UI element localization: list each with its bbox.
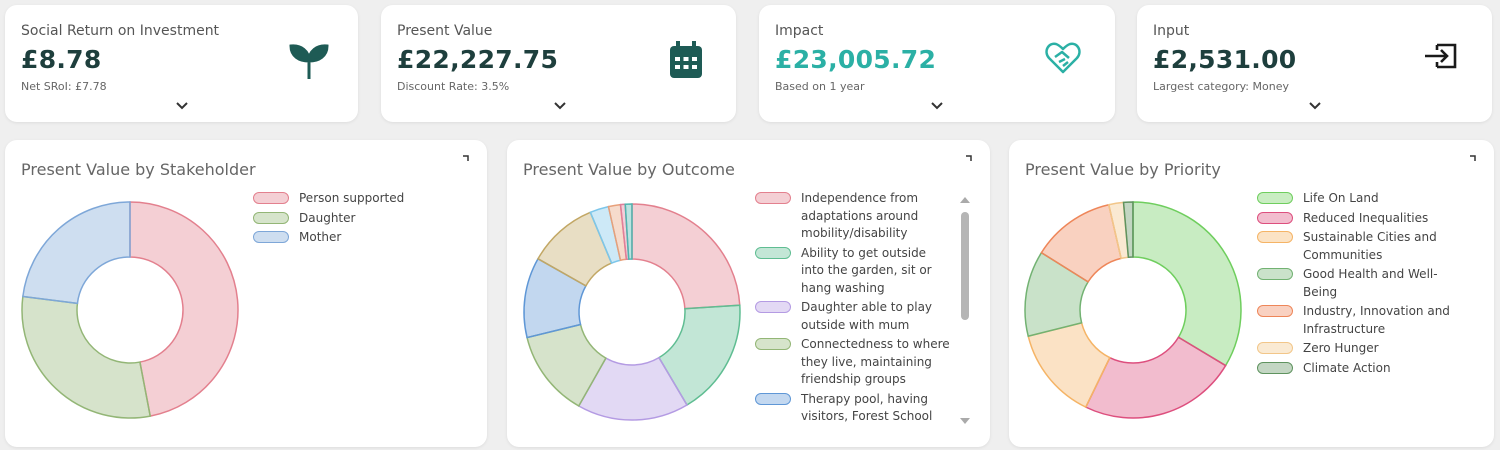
legend-swatch <box>755 338 791 350</box>
legend-label: Reduced Inequalities <box>1303 210 1429 225</box>
kpi-card[interactable]: Present Value £22,227.75 Discount Rate: … <box>381 5 736 122</box>
expand-chevron[interactable] <box>930 101 944 111</box>
donut-slice[interactable] <box>22 201 131 305</box>
donut-chart <box>1024 201 1242 419</box>
legend-swatch <box>755 392 791 405</box>
expand-icon[interactable] <box>1468 154 1478 164</box>
chart-panel: Present Value by Stakeholder Person supp… <box>5 140 487 447</box>
legend-item[interactable]: Independence from adaptations around mob… <box>755 190 950 243</box>
card-title: Social Return on Investment <box>21 23 220 39</box>
legend-label: Daughter able to play outside with mum <box>801 300 933 332</box>
card-subtitle: Largest category: Money <box>1153 80 1289 93</box>
legend-item[interactable]: Daughter <box>253 210 458 228</box>
legend-swatch <box>1257 305 1293 317</box>
legend-item[interactable]: Therapy pool, having visitors, Forest Sc… <box>755 391 950 426</box>
card-subtitle: Based on 1 year <box>775 80 865 93</box>
legend-swatch <box>1257 268 1293 280</box>
legend: Person supported Daughter Mother <box>253 190 458 430</box>
legend: Independence from adaptations around mob… <box>755 190 950 430</box>
expand-chevron[interactable] <box>553 101 567 111</box>
legend-swatch <box>1257 231 1293 243</box>
card-title: Present Value <box>397 23 493 39</box>
kpi-card[interactable]: Social Return on Investment £8.78 Net SR… <box>5 5 358 122</box>
legend-label: Daughter <box>299 210 356 225</box>
expand-chevron[interactable] <box>175 101 189 111</box>
legend-swatch <box>755 246 791 259</box>
donut-slice[interactable] <box>21 295 152 419</box>
donut-chart <box>21 201 239 419</box>
legend-swatch <box>1257 192 1293 204</box>
card-subtitle: Net SRoI: £7.78 <box>21 80 107 93</box>
legend-item[interactable]: Ability to get outside into the garden, … <box>755 245 950 298</box>
donut-slice[interactable] <box>1084 336 1227 419</box>
legend-label: Person supported <box>299 191 405 205</box>
legend-swatch <box>1257 361 1293 374</box>
expand-icon[interactable] <box>964 154 974 164</box>
legend-item[interactable]: Zero Hunger <box>1257 340 1462 358</box>
donut-chart <box>523 203 741 421</box>
legend-label: Ability to get outside into the garden, … <box>801 245 932 295</box>
legend-swatch <box>755 192 791 204</box>
legend-item[interactable]: Good Health and Well-Being <box>1257 266 1462 301</box>
legend-label: Connectedness to where they live, mainta… <box>801 337 950 386</box>
legend-item[interactable]: Industry, Innovation and Infrastructure <box>1257 303 1462 338</box>
expand-icon[interactable] <box>461 154 471 164</box>
card-value: £22,227.75 <box>397 45 559 74</box>
calendar-icon <box>670 41 702 78</box>
donut-slice[interactable] <box>1122 201 1134 259</box>
chart-title: Present Value by Stakeholder <box>21 160 256 179</box>
legend-swatch <box>253 231 289 243</box>
legend-item[interactable]: Climate Action <box>1257 360 1462 378</box>
card-title: Impact <box>775 23 824 39</box>
legend-swatch <box>253 211 289 224</box>
heart-icon <box>1045 42 1081 74</box>
expand-chevron[interactable] <box>1308 101 1322 111</box>
legend-item[interactable]: Sustainable Cities and Communities <box>1257 229 1462 264</box>
legend-label: Zero Hunger <box>1303 341 1379 355</box>
legend: Life On Land Reduced Inequalities Sustaina… <box>1257 190 1462 430</box>
legend-swatch <box>755 301 791 313</box>
legend-item[interactable]: Life On Land <box>1257 190 1462 208</box>
kpi-card[interactable]: Impact £23,005.72 Based on 1 year <box>759 5 1115 122</box>
card-subtitle: Discount Rate: 3.5% <box>397 80 510 93</box>
sprout-icon <box>289 44 329 79</box>
input-icon <box>1425 43 1457 69</box>
legend-label: Good Health and Well-Being <box>1303 267 1438 299</box>
legend-item[interactable]: Reduced Inequalities <box>1257 210 1462 228</box>
chart-panel: Present Value by Outcome Independence fr… <box>507 140 990 447</box>
card-value: £8.78 <box>21 45 102 74</box>
card-value: £23,005.72 <box>775 45 937 74</box>
legend-item[interactable]: Mother <box>253 229 458 247</box>
legend-label: Industry, Innovation and Infrastructure <box>1303 304 1450 336</box>
legend-label: Mother <box>299 230 342 244</box>
legend-swatch <box>1257 211 1293 224</box>
donut-slice[interactable] <box>624 203 633 260</box>
legend-item[interactable]: Person supported <box>253 190 458 208</box>
legend-swatch <box>253 192 289 204</box>
legend-label: Sustainable Cities and Communities <box>1303 230 1437 262</box>
legend-item[interactable]: Connectedness to where they live, mainta… <box>755 336 950 389</box>
chart-title: Present Value by Priority <box>1025 160 1221 179</box>
legend-scrollbar[interactable] <box>958 194 972 428</box>
legend-label: Life On Land <box>1303 191 1379 205</box>
donut-slice[interactable] <box>129 201 239 417</box>
legend-label: Climate Action <box>1303 360 1391 375</box>
chart-title: Present Value by Outcome <box>523 160 735 179</box>
legend-swatch <box>1257 342 1293 354</box>
card-title: Input <box>1153 23 1190 39</box>
card-value: £2,531.00 <box>1153 45 1297 74</box>
donut-slice[interactable] <box>1132 201 1242 367</box>
legend-item[interactable]: Daughter able to play outside with mum <box>755 299 950 334</box>
donut-slice[interactable] <box>631 203 741 310</box>
legend-label: Therapy pool, having visitors, Forest Sc… <box>801 391 933 424</box>
chart-panel: Present Value by Priority Life On Land Re… <box>1009 140 1494 447</box>
kpi-card[interactable]: Input £2,531.00 Largest category: Money <box>1137 5 1492 122</box>
legend-label: Independence from adaptations around mob… <box>801 191 919 240</box>
